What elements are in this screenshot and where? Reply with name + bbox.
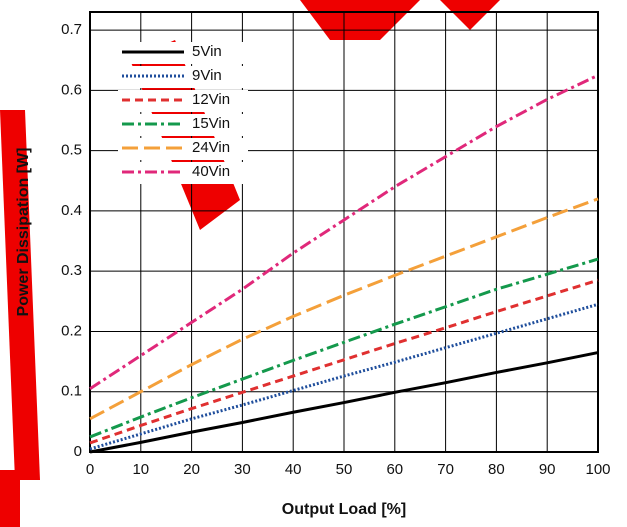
y-tick-label: 0.7: [61, 21, 82, 38]
x-tick-label: 90: [539, 461, 556, 478]
legend-label: 9Vin: [192, 67, 222, 84]
legend-bg: [118, 162, 248, 184]
x-tick-label: 10: [132, 461, 149, 478]
y-axis-label: Power Dissipation [W]: [15, 148, 32, 317]
x-tick-label: 70: [437, 461, 454, 478]
y-tick-label: 0: [74, 443, 82, 460]
y-tick-label: 0.4: [61, 202, 82, 219]
x-tick-label: 80: [488, 461, 505, 478]
y-tick-label: 0.5: [61, 142, 82, 159]
y-tick-label: 0.2: [61, 322, 82, 339]
legend-label: 5Vin: [192, 43, 222, 60]
x-axis-label: Output Load [%]: [282, 501, 406, 518]
x-tick-label: 100: [585, 461, 610, 478]
legend-label: 15Vin: [192, 115, 230, 132]
legend-label: 24Vin: [192, 139, 230, 156]
x-tick-label: 0: [86, 461, 94, 478]
legend-label: 40Vin: [192, 163, 230, 180]
x-tick-label: 20: [183, 461, 200, 478]
legend-bg: [118, 138, 248, 160]
legend-bg: [118, 114, 248, 136]
data-line: [89, 278, 599, 445]
data-line: [89, 302, 599, 451]
data-line: [89, 257, 599, 439]
data-line: [89, 351, 599, 454]
data-line: [89, 197, 599, 421]
y-tick-label: 0.6: [61, 81, 82, 98]
x-tick-label: 30: [234, 461, 251, 478]
x-tick-label: 50: [336, 461, 353, 478]
y-tick-label: 0.1: [61, 383, 82, 400]
data-line: [89, 73, 599, 390]
legend-bg: [118, 90, 248, 112]
x-tick-label: 60: [386, 461, 403, 478]
legend-label: 12Vin: [192, 91, 230, 108]
x-tick-label: 40: [285, 461, 302, 478]
plot-frame: [89, 11, 599, 453]
y-tick-label: 0.3: [61, 262, 82, 279]
